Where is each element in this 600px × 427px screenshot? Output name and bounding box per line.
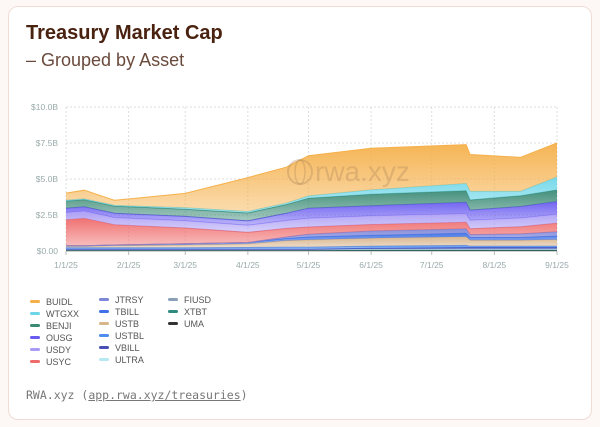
watermark-globe-meridian (294, 159, 306, 185)
legend-swatch (99, 322, 109, 325)
watermark-logo: rwa.xyz (315, 156, 410, 187)
area-ousg (66, 201, 557, 226)
legend-item-wtgxx[interactable]: WTGXX (30, 308, 79, 319)
area-jtrsy (66, 228, 557, 246)
legend-label: OUSG (46, 332, 73, 343)
chart-subtitle: – Grouped by Asset (26, 50, 185, 70)
legend-item-vbill[interactable]: VBILL (99, 342, 140, 353)
legend-label: WTGXX (46, 308, 79, 319)
x-tick-label: 8/1/25 (483, 260, 507, 270)
legend-swatch (30, 336, 40, 339)
x-tick-label: 2/1/25 (117, 260, 141, 270)
legend-item-buidl[interactable]: BUIDL (30, 296, 73, 307)
x-tick-label: 1/1/25 (54, 260, 78, 270)
legend: BUIDL WTGXX BENJI OUSG USDY USYC JTRSY TBILL UST… (30, 294, 330, 376)
legend-label: JTRSY (115, 294, 144, 305)
legend-swatch (99, 358, 109, 361)
source-prefix: RWA.xyz ( (26, 388, 89, 402)
legend-swatch (30, 300, 40, 303)
legend-swatch (30, 348, 40, 351)
x-tick-label: 3/1/25 (173, 260, 197, 270)
legend-label: USDY (46, 344, 72, 355)
legend-label: FIUSD (184, 294, 211, 305)
y-tick-label: $7.5B (36, 138, 59, 148)
legend-label: ULTRA (115, 354, 144, 365)
legend-label: TBILL (115, 306, 140, 317)
y-tick-label: $2.5B (36, 210, 59, 220)
area-benji (66, 189, 557, 221)
legend-item-usyc[interactable]: USYC (30, 356, 71, 367)
source-suffix: ) (240, 388, 248, 402)
legend-item-ousg[interactable]: OUSG (30, 332, 73, 343)
legend-swatch (30, 324, 40, 327)
area-usdy (66, 211, 557, 233)
source-footer: RWA.xyz (app.rwa.xyz/treasuries) (26, 388, 248, 402)
legend-item-xtbt[interactable]: XTBT (168, 306, 207, 317)
legend-label: VBILL (115, 342, 140, 353)
legend-swatch (30, 360, 40, 363)
legend-item-jtrsy[interactable]: JTRSY (99, 294, 144, 305)
legend-swatch (99, 346, 109, 349)
legend-item-usdy[interactable]: USDY (30, 344, 71, 355)
legend-swatch (99, 334, 109, 337)
legend-swatch (168, 310, 178, 313)
legend-item-ultra[interactable]: ULTRA (99, 354, 144, 365)
legend-item-fiusd[interactable]: FIUSD (168, 294, 211, 305)
legend-swatch (168, 298, 178, 301)
watermark-globe-icon (287, 159, 313, 185)
area-tbill (66, 233, 557, 247)
area-buidl (66, 143, 557, 212)
x-tick-label: 9/1/25 (545, 260, 569, 270)
x-tick-label: 5/1/25 (297, 260, 321, 270)
line-buidl (65, 142, 558, 201)
legend-item-uma[interactable]: UMA (168, 318, 204, 329)
legend-item-ustb[interactable]: USTB (99, 318, 139, 329)
legend-label: XTBT (184, 306, 208, 317)
legend-swatch (30, 312, 40, 315)
legend-label: USYC (46, 356, 72, 367)
legend-label: USTBL (115, 330, 145, 341)
legend-swatch (99, 298, 109, 301)
x-tick-label: 7/1/25 (420, 260, 444, 270)
area-usyc (66, 218, 557, 246)
legend-label: USTB (115, 318, 140, 329)
source-link[interactable]: app.rwa.xyz/treasuries (88, 388, 241, 402)
legend-label: UMA (184, 318, 204, 329)
x-tick-label: 4/1/25 (236, 260, 260, 270)
y-tick-label: $5.0B (36, 174, 59, 184)
legend-label: BENJI (46, 320, 72, 331)
legend-item-ustbl[interactable]: USTBL (99, 330, 144, 341)
y-tick-label: $0.00 (37, 246, 59, 256)
stacked-area-chart: $0.00 $2.5B $5.0B $7.5B $10.0B 1/1/25 2/1/25 3/… (31, 102, 569, 270)
y-tick-label: $10.0B (31, 102, 58, 112)
legend-label: BUIDL (46, 296, 73, 307)
legend-item-tbill[interactable]: TBILL (99, 306, 139, 317)
legend-swatch (99, 310, 109, 313)
chart-title: Treasury Market Cap (26, 22, 223, 44)
x-tick-label: 6/1/25 (359, 260, 383, 270)
legend-item-benji[interactable]: BENJI (30, 320, 72, 331)
legend-swatch (168, 322, 178, 325)
